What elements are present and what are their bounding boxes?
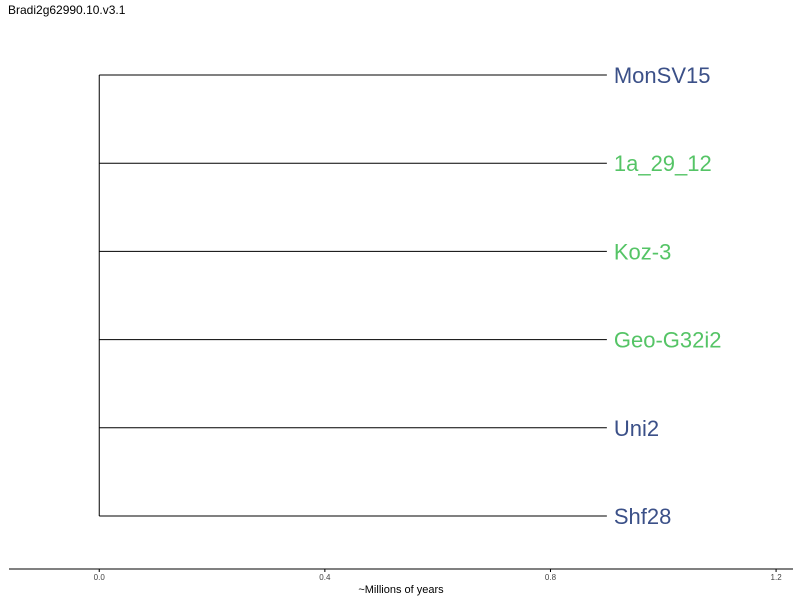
x-tick-label-2: 0.4 bbox=[319, 573, 331, 582]
tip-label-5: Uni2 bbox=[614, 416, 659, 441]
tip-label-2: 1a_29_12 bbox=[614, 151, 712, 176]
tip-label-6: Shf28 bbox=[614, 504, 672, 529]
tip-label-1: MonSV15 bbox=[614, 63, 711, 88]
x-tick-label-3: 0.8 bbox=[545, 573, 557, 582]
tip-labels-group: MonSV15 1a_29_12 Koz-3 Geo-G32i2 Uni2 Shf28 bbox=[614, 63, 722, 529]
x-tick-label-4: 1.2 bbox=[771, 573, 783, 582]
chart-title: Bradi2g62990.10.v3.1 bbox=[8, 3, 126, 17]
branches-group bbox=[98, 74, 607, 517]
x-axis: 0.0 0.4 0.8 1.2 ~Millions of years bbox=[9, 568, 793, 596]
x-tick-label-1: 0.0 bbox=[94, 573, 106, 582]
tip-label-3: Koz-3 bbox=[614, 239, 671, 264]
x-axis-label: ~Millions of years bbox=[358, 584, 444, 596]
tip-label-4: Geo-G32i2 bbox=[614, 328, 722, 353]
